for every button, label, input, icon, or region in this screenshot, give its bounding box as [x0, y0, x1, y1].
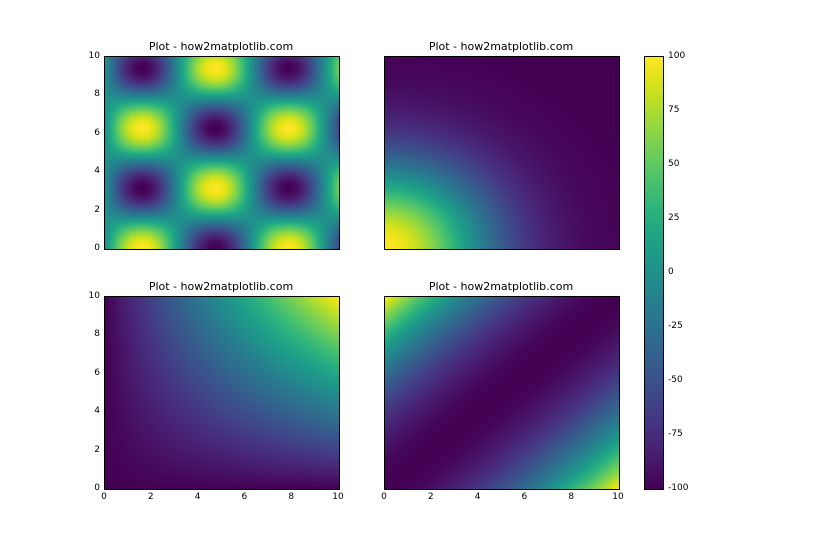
- colorbar: -100-75-50-250255075100: [644, 56, 662, 488]
- ytick-label: 0: [80, 243, 100, 253]
- xtick-label: 8: [568, 492, 574, 502]
- heatmap: [104, 296, 340, 490]
- subplot-bl: Plot - how2matplotlib.com02468100246810: [104, 296, 338, 488]
- subplot-title: Plot - how2matplotlib.com: [384, 40, 618, 53]
- ytick-label: 8: [80, 89, 100, 99]
- heatmap: [104, 56, 340, 250]
- ytick-label: 6: [80, 368, 100, 378]
- subplot-title: Plot - how2matplotlib.com: [384, 280, 618, 293]
- xtick-label: 0: [381, 492, 387, 502]
- heatmap: [384, 56, 620, 250]
- ytick-label: 4: [80, 166, 100, 176]
- xtick-label: 2: [148, 492, 154, 502]
- xtick-label: 0: [101, 492, 107, 502]
- colorbar-tick-label: -75: [668, 429, 683, 439]
- xtick-label: 10: [612, 492, 623, 502]
- colorbar-tick-label: 0: [668, 267, 674, 277]
- colorbar-tick-label: 75: [668, 105, 679, 115]
- colorbar-gradient: [644, 56, 664, 490]
- figure: Plot - how2matplotlib.com0246810Plot - h…: [104, 56, 736, 504]
- xtick-label: 4: [475, 492, 481, 502]
- ytick-label: 2: [80, 445, 100, 455]
- colorbar-tick-label: -100: [668, 483, 688, 493]
- xtick-label: 6: [522, 492, 528, 502]
- subplot-tr: Plot - how2matplotlib.com: [384, 56, 618, 248]
- ytick-label: 10: [80, 51, 100, 61]
- ytick-label: 2: [80, 205, 100, 215]
- colorbar-tick-label: 25: [668, 213, 679, 223]
- ytick-label: 10: [80, 291, 100, 301]
- subplot-br: Plot - how2matplotlib.com0246810: [384, 296, 618, 488]
- colorbar-tick-label: -50: [668, 375, 683, 385]
- subplot-title: Plot - how2matplotlib.com: [104, 40, 338, 53]
- colorbar-tick-label: 100: [668, 51, 685, 61]
- xtick-label: 8: [288, 492, 294, 502]
- colorbar-tick-label: 50: [668, 159, 679, 169]
- xtick-label: 6: [242, 492, 248, 502]
- heatmap: [384, 296, 620, 490]
- ytick-label: 4: [80, 406, 100, 416]
- ytick-label: 8: [80, 329, 100, 339]
- xtick-label: 10: [332, 492, 343, 502]
- xtick-label: 2: [428, 492, 434, 502]
- ytick-label: 6: [80, 128, 100, 138]
- subplot-title: Plot - how2matplotlib.com: [104, 280, 338, 293]
- xtick-label: 4: [195, 492, 201, 502]
- colorbar-tick-label: -25: [668, 321, 683, 331]
- ytick-label: 0: [80, 483, 100, 493]
- subplot-tl: Plot - how2matplotlib.com0246810: [104, 56, 338, 248]
